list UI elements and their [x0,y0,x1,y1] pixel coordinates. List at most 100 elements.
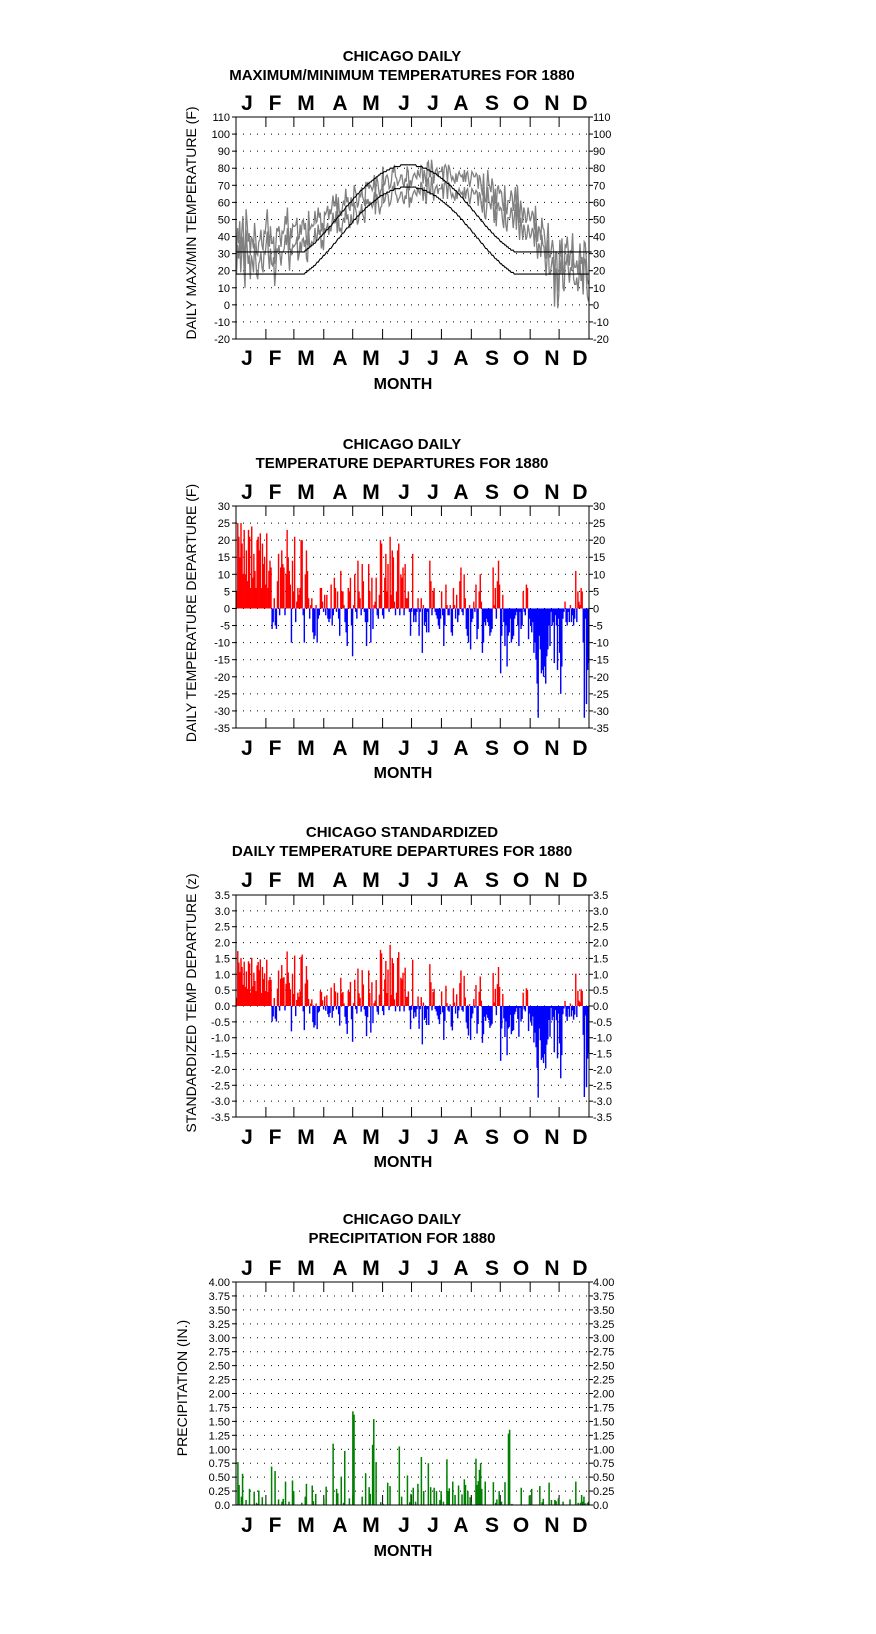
bar [454,1006,457,1014]
bar [553,1006,556,1053]
bar [281,550,283,609]
bar [572,608,575,626]
bar [433,587,435,609]
bar [382,1006,385,1016]
month-label: A [332,1514,347,1537]
bar [363,1006,366,1010]
bar [513,1006,516,1015]
y-tick-label: -25 [214,689,230,701]
bar [308,608,311,619]
chart-subtitle: MAXIMUM/MINIMUM TEMPERATURES FOR 1880 [229,67,575,84]
bar [273,998,275,1006]
bar [507,1433,510,1505]
month-label: J [427,481,439,504]
bar [390,594,392,609]
bar [499,1006,502,1061]
month-label: F [269,1514,282,1537]
bar [582,1501,584,1505]
bar [398,952,400,1006]
bar [554,608,557,616]
bar [463,975,465,1006]
y-tick-labels-right: 4.00 3.75 3.50 3.25 3.00 2.75 2.50 2.25 2.001.75… [593,1277,614,1512]
month-label: A [332,869,347,892]
bar [572,1006,575,1020]
bar [275,608,278,629]
bar [431,1503,433,1505]
bar [448,1006,450,1012]
bar [505,1006,507,1022]
bar [518,608,520,647]
bar [506,608,508,667]
bar [459,581,461,609]
bar [579,605,581,609]
y-tick-label: 1.50 [593,1416,614,1428]
bar [404,967,406,1006]
bar [414,1006,416,1013]
y-tick-label: 80 [218,163,230,175]
bar [288,982,290,1006]
bar [431,608,433,616]
bar [300,540,302,609]
y-tick-label: 100 [593,129,611,141]
bar [429,560,431,609]
bar [406,598,409,609]
month-label: J [241,869,253,892]
bar [414,608,416,616]
y-tick-label: -5 [220,621,230,633]
bar [320,992,323,1006]
y-axis-label: DAILY TEMPERATURE DEPARTURE (F) [183,484,199,742]
y-tick-label: 30 [218,501,230,513]
month-label: J [398,481,410,504]
bar [547,1006,549,1040]
bar [297,992,299,1006]
bar [468,1004,471,1006]
y-tick-label: 20 [593,535,605,547]
bar [337,1493,339,1505]
bar [372,1006,374,1024]
bar [361,1496,363,1505]
bar [259,959,262,1006]
bar [388,1006,390,1011]
bar [565,1006,567,1017]
bar [413,1006,415,1019]
y-tick-label: 10 [218,569,230,581]
y-tick-label: -1.0 [211,1033,230,1045]
bar [511,1006,514,1032]
bar [447,1491,449,1505]
bar [398,1446,401,1505]
y-tick-label: 70 [593,180,605,192]
bar [433,988,435,1006]
bar [438,1006,441,1025]
bar [339,608,341,636]
month-label: J [427,1514,439,1537]
bar [428,608,430,633]
bar [399,608,401,616]
y-tick-label: -0.5 [593,1017,612,1029]
bar [487,1006,489,1018]
bar [236,997,238,1006]
bar [473,601,475,609]
y-tick-label: 3.5 [593,890,608,902]
bar [531,608,533,633]
month-label: M [362,1514,380,1537]
bar [548,1482,550,1505]
month-label: J [241,347,253,370]
bar [443,608,445,647]
bar [461,1006,463,1011]
x-axis-label: MONTH [374,1154,433,1171]
bar [373,1419,375,1505]
bar [414,1501,417,1505]
bar [422,1002,425,1006]
bar [261,543,264,609]
bar [302,608,304,616]
bar [451,1481,454,1505]
y-tick-label: 20 [218,535,230,547]
bar [560,608,562,694]
bar [562,1501,564,1505]
y-tick-label: 10 [593,283,605,295]
y-tick-label: 40 [218,232,230,244]
bar [323,594,326,609]
bar [356,1006,358,1014]
bar [479,976,481,1006]
